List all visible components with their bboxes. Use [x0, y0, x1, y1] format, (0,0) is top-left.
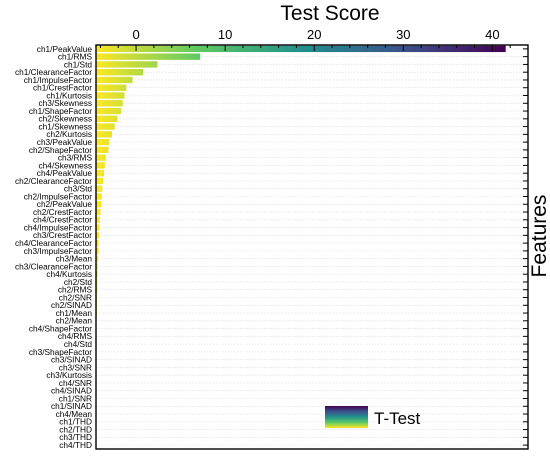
category-label: ch1/Mean — [56, 308, 93, 318]
category-label: ch4/Mean — [56, 409, 93, 419]
category-label: ch3/SINAD — [51, 355, 92, 365]
category-label: ch4/Skewness — [39, 160, 93, 170]
category-label: ch2/SNR — [59, 292, 92, 302]
category-label: ch2/Kurtosis — [46, 129, 92, 139]
category-label: ch4/ClearanceFactor — [15, 238, 92, 248]
x-axis-title: Test Score — [280, 2, 379, 25]
category-label: ch4/ImpulseFactor — [24, 222, 92, 232]
bar — [96, 123, 115, 130]
bar — [96, 247, 99, 255]
category-label: ch4/THD — [59, 440, 92, 450]
category-label: ch4/ShapeFactor — [29, 323, 92, 333]
bar — [96, 185, 103, 192]
x-tick-label: 10 — [218, 27, 232, 42]
bar — [96, 154, 106, 161]
plot-frame — [95, 44, 529, 450]
category-label: ch3/Kurtosis — [46, 370, 92, 380]
bar-layer — [96, 45, 506, 340]
category-label: ch3/THD — [59, 432, 92, 442]
bar — [96, 177, 104, 185]
bar — [96, 239, 99, 247]
bar — [96, 131, 113, 138]
bar — [96, 255, 99, 262]
bar — [96, 53, 201, 60]
category-label: ch1/Kurtosis — [46, 90, 92, 100]
bar — [96, 84, 127, 91]
category-label: ch2/ClearanceFactor — [15, 176, 92, 186]
tick-layer: 0 10 20 30 40 — [99, 27, 529, 446]
category-label: ch1/RMS — [58, 52, 93, 62]
legend-swatch — [325, 406, 368, 428]
bar — [96, 107, 121, 115]
category-label: ch3/ClearanceFactor — [15, 261, 92, 271]
bar — [96, 115, 118, 122]
category-label: ch3/Std — [64, 184, 93, 194]
category-label: ch2/Std — [64, 277, 93, 287]
category-label: ch2/ShapeFactor — [29, 145, 92, 155]
category-label: ch2/SINAD — [51, 300, 92, 310]
category-labels: ch1/PeakValuech1/RMSch1/Stdch1/Clearance… — [15, 44, 92, 450]
category-label: ch1/SNR — [59, 393, 92, 403]
bar — [96, 69, 144, 76]
category-label: ch1/ShapeFactor — [29, 106, 92, 116]
category-label: ch3/CrestFactor — [33, 230, 92, 240]
category-label: ch2/PeakValue — [37, 199, 93, 209]
category-label: ch1/ClearanceFactor — [15, 67, 92, 77]
category-label: ch1/Std — [64, 59, 93, 69]
category-label: ch3/PeakValue — [37, 137, 93, 147]
bar — [96, 138, 110, 146]
category-label: ch1/Skewness — [39, 121, 93, 131]
bar — [96, 45, 506, 53]
category-label: ch2/Skewness — [39, 114, 93, 124]
category-label: ch4/SNR — [59, 378, 92, 388]
category-label: ch3/SNR — [59, 362, 92, 372]
category-label: ch4/Kurtosis — [46, 269, 92, 279]
category-label: ch2/ImpulseFactor — [24, 191, 92, 201]
y-axis-title: Features — [528, 195, 550, 278]
category-label: ch3/ImpulseFactor — [24, 246, 92, 256]
category-label: ch1/PeakValue — [37, 44, 93, 54]
bar — [96, 201, 102, 208]
x-tick-label: 20 — [307, 27, 321, 42]
bar — [96, 193, 102, 200]
category-label: ch2/RMS — [58, 285, 93, 295]
bar — [96, 232, 100, 239]
category-label: ch3/Skewness — [39, 98, 93, 108]
legend: T-Test — [325, 406, 421, 428]
bar — [96, 162, 105, 169]
category-label: ch2/CrestFactor — [33, 207, 92, 217]
bar — [96, 76, 133, 84]
category-label: ch3/Mean — [56, 254, 93, 264]
x-tick-label: 40 — [485, 27, 499, 42]
bar — [96, 216, 101, 223]
category-label: ch2/Mean — [56, 316, 93, 326]
category-label: ch4/PeakValue — [37, 168, 93, 178]
category-label: ch4/RMS — [58, 331, 93, 341]
category-label: ch1/CrestFactor — [33, 83, 92, 93]
category-label: ch4/SINAD — [51, 386, 92, 396]
category-label: ch1/ImpulseFactor — [24, 75, 92, 85]
bar — [96, 92, 125, 99]
legend-label: T-Test — [374, 409, 421, 428]
category-label: ch4/CrestFactor — [33, 215, 92, 225]
bar — [96, 146, 109, 154]
x-tick-label: 0 — [132, 27, 139, 42]
bar — [96, 170, 105, 177]
category-label: ch3/RMS — [58, 153, 93, 163]
category-label: ch2/THD — [59, 424, 92, 434]
bar — [96, 208, 101, 216]
bar — [96, 271, 98, 278]
category-label: ch1/THD — [59, 417, 92, 427]
grid-layer — [96, 48, 528, 446]
bar — [96, 224, 100, 231]
bar — [96, 100, 123, 107]
category-label: ch4/Std — [64, 339, 93, 349]
category-label: ch1/SINAD — [51, 401, 92, 411]
bar — [96, 61, 158, 68]
x-tick-label: 30 — [396, 27, 410, 42]
bar — [96, 263, 98, 270]
category-label: ch3/ShapeFactor — [29, 347, 92, 357]
